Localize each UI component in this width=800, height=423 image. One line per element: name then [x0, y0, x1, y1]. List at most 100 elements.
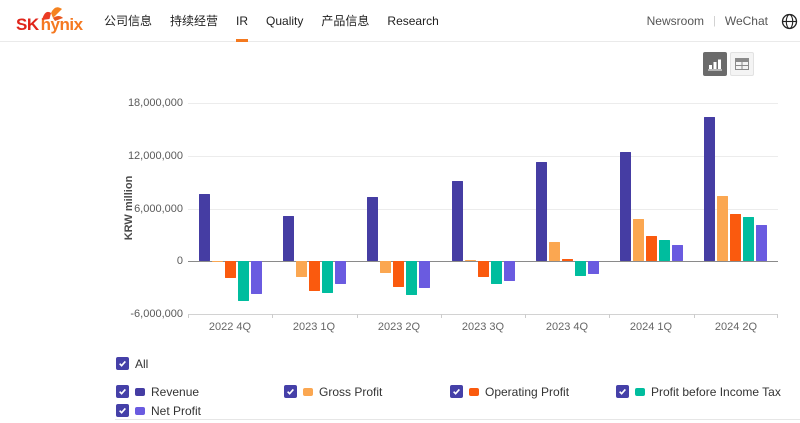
bar-operating-profit-2023-2Q[interactable]: [393, 261, 404, 287]
bar-gross-profit-2022-4Q[interactable]: [212, 261, 223, 263]
x-axis-label: 2023 4Q: [545, 321, 589, 333]
check-icon: [287, 388, 294, 395]
bar-operating-profit-2023-3Q[interactable]: [478, 261, 489, 278]
x-axis-tick: [357, 314, 358, 318]
utility-separator: |: [713, 15, 716, 27]
bar-operating-profit-2023-4Q[interactable]: [562, 258, 573, 262]
gridline-12,000,000: [188, 156, 778, 157]
nav-item-sustainability[interactable]: 持续经营: [170, 14, 219, 28]
logo[interactable]: SK hynix: [16, 4, 83, 40]
bar-net-profit-2022-4Q[interactable]: [251, 261, 262, 294]
legend-label-profit-before-tax: Profit before Income Tax: [651, 384, 781, 399]
bar-operating-profit-2024-1Q[interactable]: [646, 235, 657, 262]
legend-item-all[interactable]: All: [116, 356, 148, 371]
bar-net-profit-2023-2Q[interactable]: [419, 261, 430, 288]
check-icon: [119, 388, 126, 395]
butterfly-icon: [42, 7, 63, 21]
bar-operating-profit-2023-1Q[interactable]: [309, 261, 320, 292]
utility-nav: Newsroom | WeChat: [647, 0, 798, 42]
bar-net-profit-2024-1Q[interactable]: [672, 244, 683, 262]
x-axis-tick: [441, 314, 442, 318]
nav-item-quality[interactable]: Quality: [266, 13, 304, 28]
checkbox-revenue[interactable]: [116, 385, 129, 398]
view-toggle: [703, 52, 754, 76]
logo-hynix-text: hynix: [40, 15, 83, 34]
check-icon: [119, 360, 126, 367]
x-axis-tick: [609, 314, 610, 318]
checkbox-gross-profit[interactable]: [284, 385, 297, 398]
legend-item-gross-profit[interactable]: Gross Profit: [284, 384, 382, 399]
y-tick-label: 6,000,000: [134, 203, 183, 215]
bar-profit-before-income-tax-2023-3Q[interactable]: [491, 261, 502, 285]
y-tick-label: 0: [176, 255, 183, 267]
bar-revenue-2023-3Q[interactable]: [452, 181, 463, 262]
legend-label-operating-profit: Operating Profit: [485, 384, 570, 399]
y-tick-label: 12,000,000: [127, 150, 183, 162]
bar-revenue-2023-1Q[interactable]: [283, 216, 294, 262]
bar-operating-profit-2022-4Q[interactable]: [225, 261, 236, 278]
bar-net-profit-2023-3Q[interactable]: [504, 261, 515, 281]
nav-item-ir[interactable]: IR: [236, 0, 249, 42]
legend-label-net-profit: Net Profit: [151, 403, 202, 418]
nav-item-research[interactable]: Research: [387, 13, 439, 28]
main-nav: 公司信息 持续经营 IR Quality 产品信息 Research: [104, 0, 439, 42]
bar-profit-before-income-tax-2022-4Q[interactable]: [238, 261, 249, 301]
table-view-button[interactable]: [730, 52, 754, 76]
x-axis-label: 2023 2Q: [377, 321, 421, 333]
legend-item-net-profit[interactable]: Net Profit: [116, 403, 201, 418]
bar-revenue-2023-2Q[interactable]: [367, 197, 378, 262]
bar-profit-before-income-tax-2023-2Q[interactable]: [406, 261, 417, 295]
globe-icon[interactable]: [781, 13, 798, 30]
legend-item-operating-profit[interactable]: Operating Profit: [450, 384, 569, 399]
bar-revenue-2024-2Q[interactable]: [704, 117, 715, 262]
x-axis-label: 2022 4Q: [208, 321, 252, 333]
swatch-profit-before-tax: [635, 387, 645, 396]
wechat-link[interactable]: WeChat: [724, 14, 768, 28]
bottom-divider: [115, 419, 800, 420]
bar-gross-profit-2023-3Q[interactable]: [465, 260, 476, 262]
checkbox-profit-before-tax[interactable]: [616, 385, 629, 398]
nav-item-company-info[interactable]: 公司信息: [104, 14, 153, 28]
check-icon: [119, 407, 126, 414]
bar-revenue-2023-4Q[interactable]: [536, 161, 547, 262]
x-axis-label: 2024 2Q: [714, 321, 758, 333]
newsroom-link[interactable]: Newsroom: [646, 14, 704, 28]
swatch-operating-profit: [469, 387, 479, 396]
checkbox-operating-profit[interactable]: [450, 385, 463, 398]
legend-label-gross-profit: Gross Profit: [319, 384, 383, 399]
bar-revenue-2024-1Q[interactable]: [620, 152, 631, 262]
nav-item-products[interactable]: 产品信息: [321, 14, 370, 28]
bar-revenue-2022-4Q[interactable]: [199, 193, 210, 262]
bar-profit-before-income-tax-2023-1Q[interactable]: [322, 261, 333, 293]
swatch-revenue: [135, 387, 145, 396]
x-axis-label: 2024 1Q: [629, 321, 673, 333]
x-axis-tick: [188, 314, 189, 318]
checkbox-all[interactable]: [116, 357, 129, 370]
header: SK hynix 公司信息 持续经营 IR Quality 产品信息 Resea…: [0, 0, 800, 42]
y-tick-label: 18,000,000: [127, 97, 183, 109]
legend-item-profit-before-tax[interactable]: Profit before Income Tax: [616, 384, 781, 399]
bar-profit-before-income-tax-2023-4Q[interactable]: [575, 261, 586, 277]
swatch-net-profit: [135, 406, 145, 415]
bar-profit-before-income-tax-2024-2Q[interactable]: [743, 217, 754, 262]
legend-item-revenue[interactable]: Revenue: [116, 384, 199, 399]
x-axis-tick: [272, 314, 273, 318]
checkbox-net-profit[interactable]: [116, 404, 129, 417]
chart-view-button[interactable]: [703, 52, 727, 76]
bar-net-profit-2023-4Q[interactable]: [588, 261, 599, 274]
bar-net-profit-2023-1Q[interactable]: [335, 261, 346, 285]
bar-profit-before-income-tax-2024-1Q[interactable]: [659, 240, 670, 262]
x-axis-tick: [694, 314, 695, 318]
x-axis-tick: [777, 314, 778, 318]
bar-operating-profit-2024-2Q[interactable]: [730, 213, 741, 262]
bar-gross-profit-2023-1Q[interactable]: [296, 261, 307, 278]
legend-label-all: All: [135, 356, 149, 371]
y-tick-label: -6,000,000: [130, 308, 183, 320]
bar-gross-profit-2023-2Q[interactable]: [380, 261, 391, 273]
bar-gross-profit-2024-1Q[interactable]: [633, 219, 644, 262]
bar-gross-profit-2024-2Q[interactable]: [717, 196, 728, 262]
bar-net-profit-2024-2Q[interactable]: [756, 225, 767, 262]
x-axis-tick: [525, 314, 526, 318]
bar-gross-profit-2023-4Q[interactable]: [549, 241, 560, 262]
